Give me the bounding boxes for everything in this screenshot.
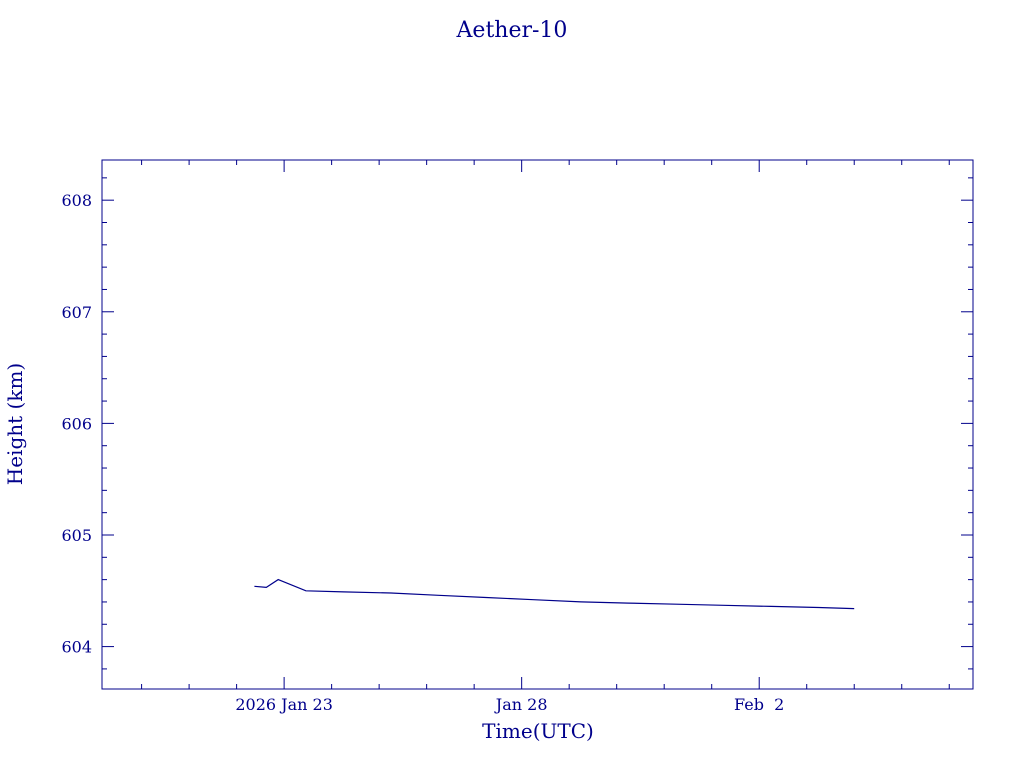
x-tick-label: Jan 28	[494, 695, 548, 714]
series-line	[254, 578, 855, 610]
y-tick-label: 604	[61, 638, 92, 657]
y-tick-label: 608	[61, 191, 92, 210]
x-tick-label: 2026 Jan 23	[235, 695, 333, 714]
y-axis-label: Height (km)	[3, 363, 27, 485]
y-tick-label: 606	[61, 414, 92, 433]
y-tick-label: 607	[61, 303, 92, 322]
y-tick-label: 605	[61, 526, 92, 545]
x-axis-label: Time(UTC)	[482, 719, 594, 743]
axis-tick-labels: 604 605 606 607 608 2026 Jan 23 Jan 28 Feb 2	[61, 191, 784, 714]
axis-ticks	[102, 160, 973, 689]
chart-title: Aether-10	[456, 18, 568, 43]
x-tick-label: Feb 2	[734, 695, 784, 714]
series-group	[254, 578, 855, 610]
plot-frame	[101, 159, 974, 690]
